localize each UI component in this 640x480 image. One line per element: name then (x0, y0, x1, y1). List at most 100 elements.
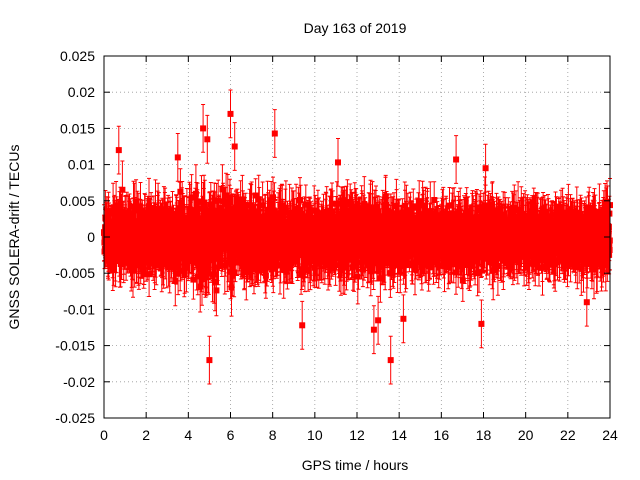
data-point (460, 255, 467, 262)
data-point (474, 232, 481, 239)
data-point (599, 220, 606, 227)
data-point (119, 218, 126, 225)
data-point (257, 258, 264, 265)
data-point (199, 274, 205, 281)
data-point (601, 231, 608, 238)
data-point (365, 216, 372, 223)
data-point (390, 263, 397, 270)
data-point (264, 262, 270, 269)
data-point (301, 222, 308, 229)
data-point (335, 159, 341, 166)
data-point (548, 219, 555, 226)
data-point (596, 209, 603, 216)
x-axis-label: GPS time / hours (302, 457, 409, 473)
data-point (384, 209, 391, 216)
data-point (372, 212, 378, 219)
data-point (563, 211, 570, 218)
data-point (217, 240, 224, 247)
data-point (240, 229, 247, 236)
data-point (288, 251, 295, 257)
data-point (288, 247, 295, 254)
data-point (477, 215, 484, 222)
data-point (515, 206, 522, 213)
data-point (311, 264, 318, 271)
data-point (375, 317, 382, 324)
data-point (592, 216, 599, 223)
data-point (551, 227, 558, 233)
data-point (129, 250, 136, 257)
data-point (235, 233, 242, 240)
data-point (402, 250, 409, 257)
data-point (105, 213, 112, 220)
data-point (450, 254, 457, 261)
data-point (600, 217, 607, 223)
data-point (253, 234, 260, 241)
data-point (438, 237, 445, 243)
data-point (434, 221, 441, 228)
data-point (147, 219, 154, 226)
data-point (105, 248, 112, 255)
data-point (500, 257, 507, 264)
data-point (264, 207, 271, 213)
data-point (262, 267, 269, 274)
data-point (352, 237, 359, 244)
data-point (196, 238, 203, 245)
data-point (537, 215, 544, 222)
data-point (227, 268, 234, 275)
data-point (112, 241, 119, 248)
axis-ticks (103, 55, 611, 419)
data-point (326, 236, 333, 243)
data-point (605, 232, 612, 239)
y-axis-label: GNSS SOLERA-drift / TECUs (6, 145, 22, 330)
data-point (546, 249, 552, 256)
data-point (397, 255, 404, 262)
data-point (359, 210, 366, 217)
y-tick-label: 0.015 (60, 120, 95, 136)
data-point (542, 219, 549, 226)
data-point (263, 254, 270, 261)
data-point (361, 201, 368, 207)
data-point (448, 248, 455, 255)
data-point (453, 156, 460, 163)
data-point (410, 221, 417, 228)
data-point (135, 238, 142, 245)
data-point (248, 204, 255, 211)
data-point (526, 253, 533, 260)
y-tick-label: 0.01 (68, 157, 95, 173)
x-tick-label: 12 (349, 427, 365, 443)
data-point (361, 252, 368, 259)
data-point (418, 263, 425, 270)
data-point (522, 227, 529, 234)
y-tick-label: -0.015 (55, 338, 95, 354)
data-point (477, 224, 484, 230)
data-point (126, 212, 133, 219)
data-point (113, 244, 120, 251)
data-point (403, 258, 410, 265)
data-point (499, 240, 505, 247)
data-point (320, 215, 327, 222)
data-point (153, 262, 160, 269)
data-point (338, 210, 345, 217)
data-point (188, 194, 195, 201)
data-point (141, 259, 147, 266)
data-point (496, 215, 502, 222)
x-tick-label: 14 (391, 427, 407, 443)
data-point (419, 202, 426, 209)
data-point (337, 255, 344, 262)
data-point (111, 210, 118, 217)
data-point (424, 225, 430, 232)
data-point (395, 218, 402, 225)
data-point (510, 216, 517, 223)
data-point (299, 322, 306, 329)
data-point (208, 224, 215, 231)
data-point (255, 263, 262, 270)
data-point (353, 207, 360, 214)
data-point (369, 204, 376, 211)
data-point (162, 208, 169, 214)
data-point (546, 259, 553, 266)
data-point (110, 261, 117, 268)
data-point (476, 269, 482, 276)
data-point (606, 241, 613, 248)
data-point (376, 216, 383, 222)
data-point (422, 209, 429, 216)
